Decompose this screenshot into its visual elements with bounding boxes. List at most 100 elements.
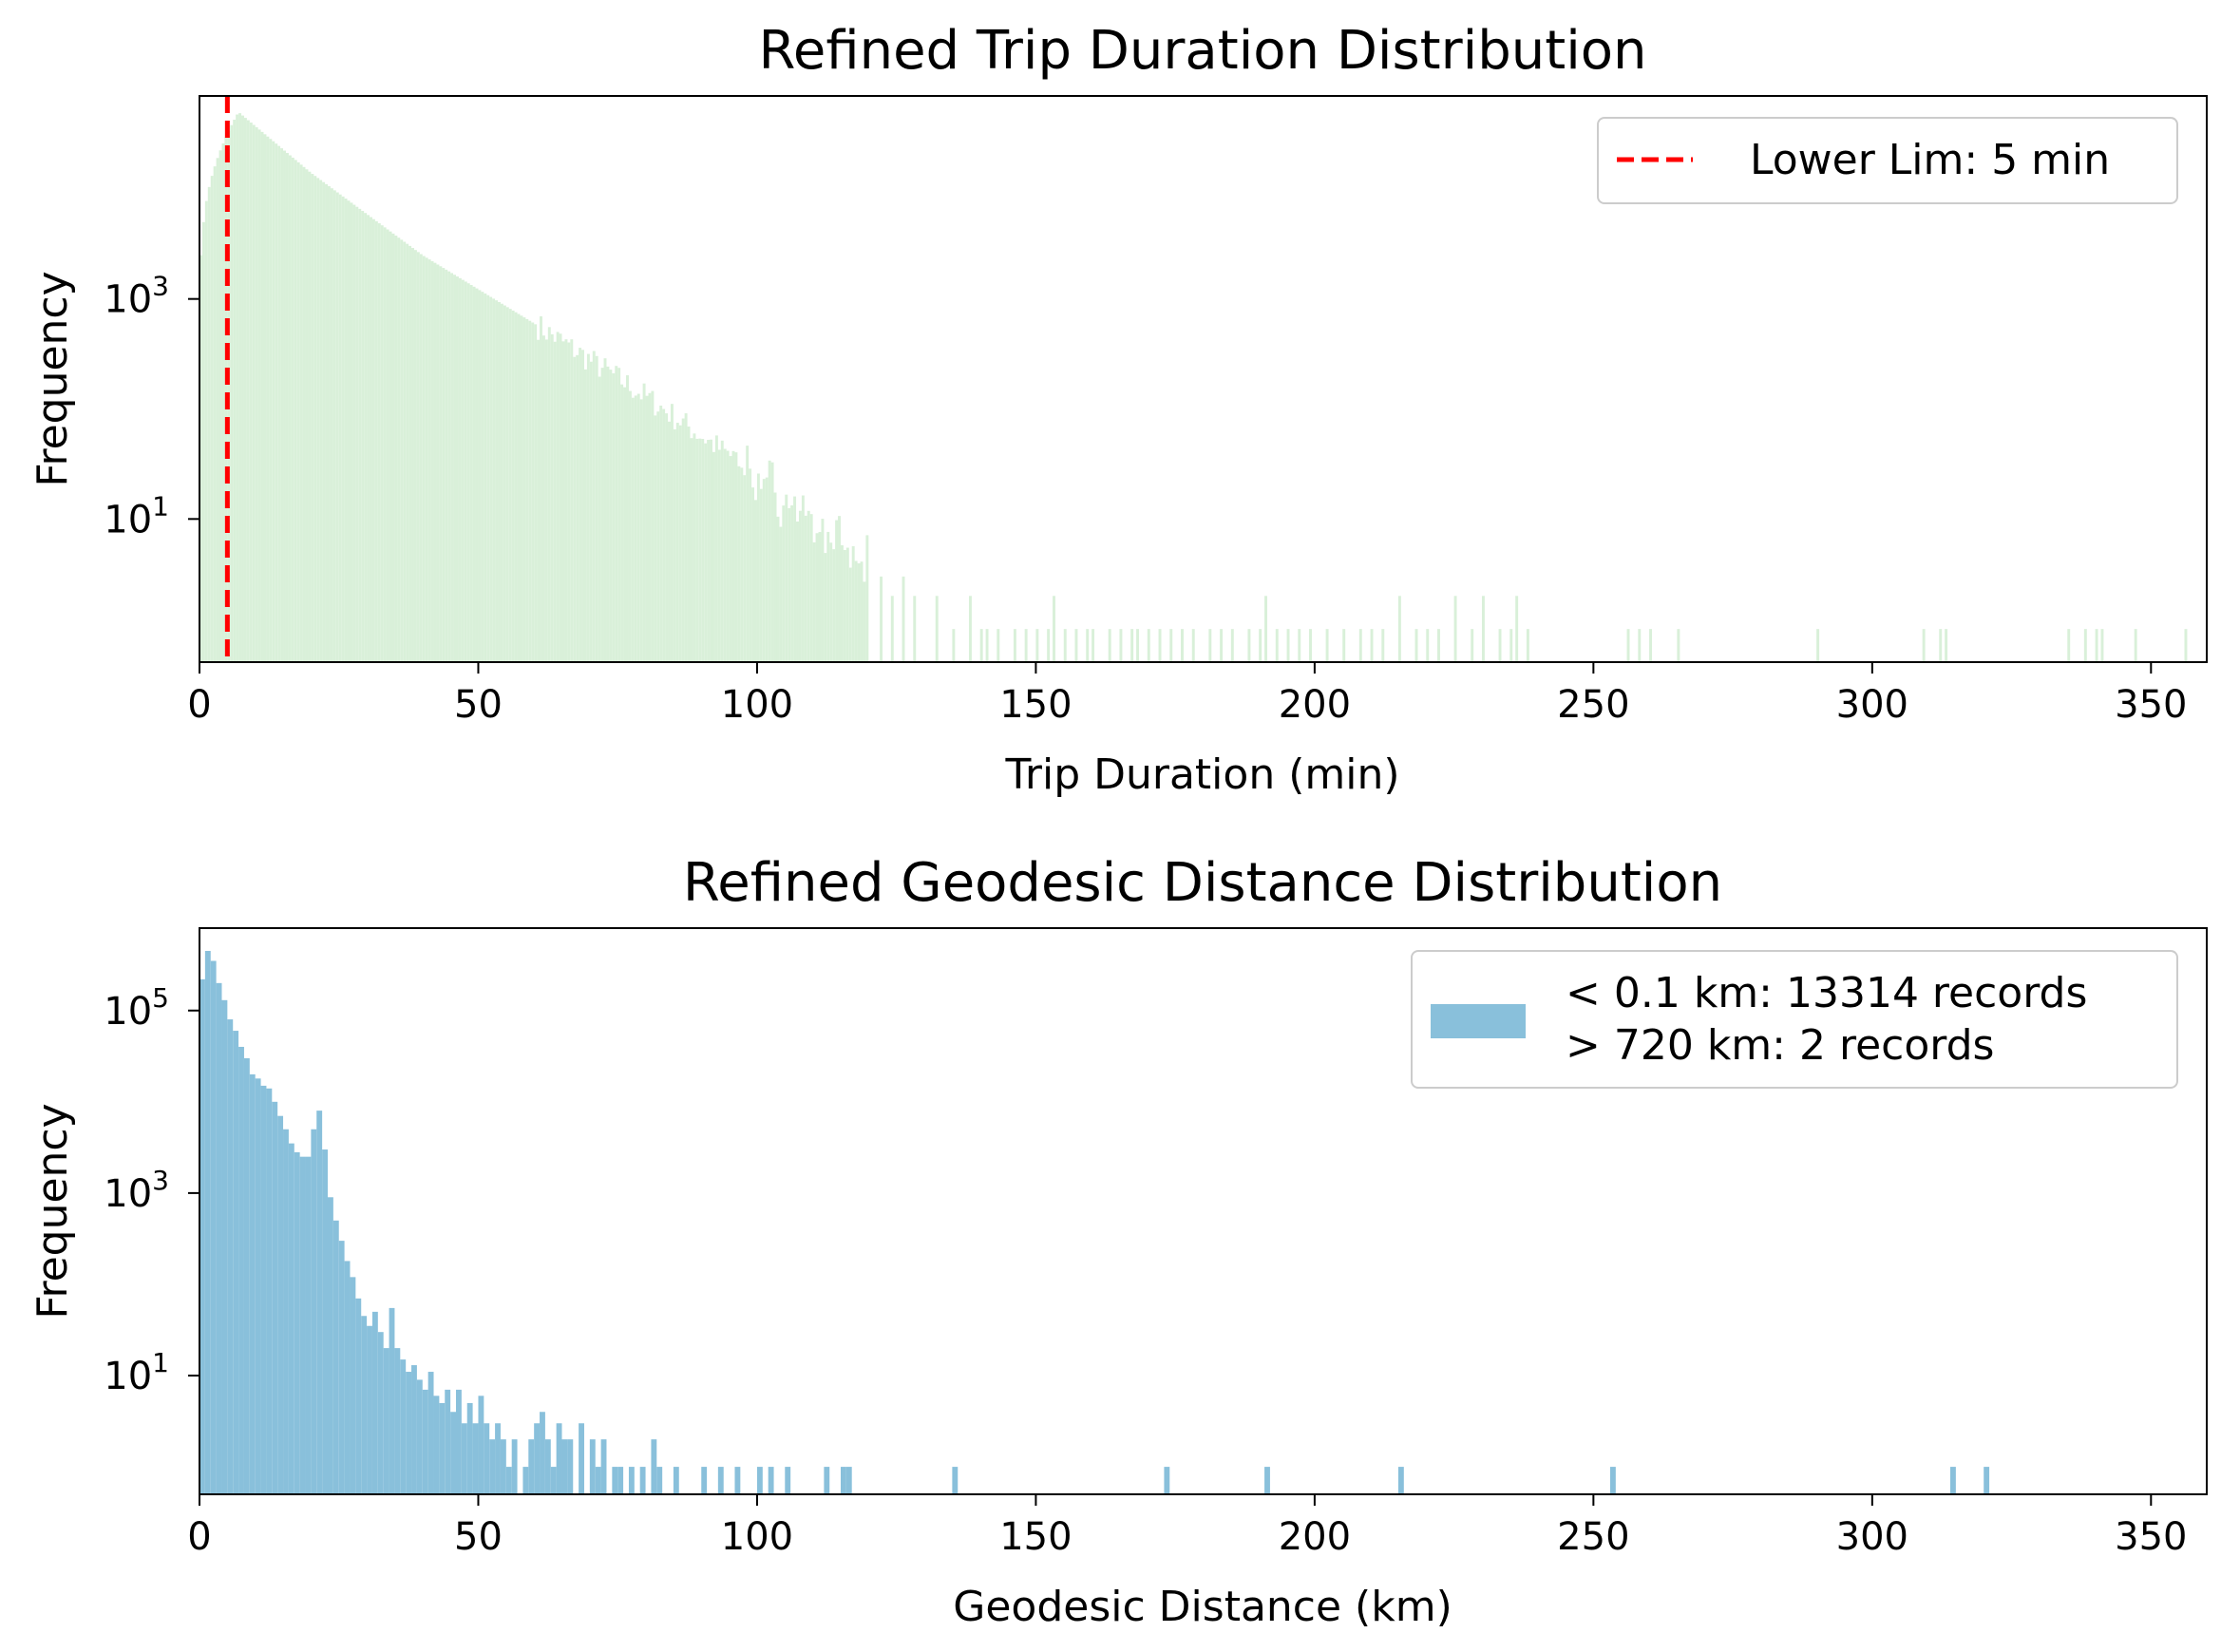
histogram-bar	[665, 413, 669, 662]
histogram-bar	[1298, 629, 1301, 662]
histogram-bar	[361, 1316, 368, 1494]
histogram-bar	[489, 296, 493, 662]
histogram-bar	[1013, 629, 1016, 662]
histogram-bar	[540, 1412, 545, 1494]
histogram-bar	[266, 1088, 273, 1494]
x-tick-label: 100	[721, 683, 793, 727]
histogram-bar	[1220, 629, 1224, 662]
histogram-bar	[1526, 629, 1529, 662]
histogram-bar	[255, 1078, 261, 1494]
histogram-bar	[829, 542, 833, 662]
histogram-bar	[277, 145, 281, 663]
histogram-bar	[534, 324, 538, 662]
histogram-bar	[263, 134, 267, 662]
histogram-bar	[734, 1467, 741, 1494]
histogram-bar	[863, 581, 866, 662]
y-tick-base: 10	[104, 278, 152, 322]
histogram-bar	[534, 1423, 541, 1494]
histogram-bar	[1515, 596, 1519, 662]
histogram-bar	[840, 544, 844, 662]
histogram-bar	[427, 1372, 434, 1494]
histogram-bar	[347, 200, 351, 662]
histogram-bar	[522, 317, 526, 662]
histogram-bar	[659, 405, 663, 662]
histogram-bar	[1453, 596, 1457, 662]
histogram-bar	[210, 960, 217, 1494]
histogram-bar	[355, 206, 359, 663]
histogram-bar	[1286, 629, 1290, 662]
histogram-bar	[1191, 629, 1195, 662]
histogram-bar	[712, 451, 715, 662]
histogram-bar	[283, 150, 286, 662]
histogram-bar	[785, 494, 788, 662]
histogram-bar	[600, 368, 604, 662]
histogram-bar	[600, 1439, 607, 1494]
histogram-bar	[199, 255, 202, 662]
histogram-bar	[216, 982, 222, 1494]
histogram-bar	[544, 339, 548, 662]
y-tick-base: 10	[104, 990, 152, 1034]
histogram-bar	[364, 213, 368, 662]
histogram-bar	[612, 372, 616, 662]
histogram-bar	[322, 181, 326, 662]
histogram-bar	[626, 375, 629, 662]
histogram-bar	[344, 199, 348, 663]
histogram-bar	[266, 136, 270, 662]
histogram-bar	[249, 1073, 256, 1494]
histogram-bar	[707, 440, 711, 662]
histogram-bar	[1922, 629, 1926, 662]
histogram-bar	[556, 332, 560, 662]
histogram-bar	[1230, 629, 1234, 662]
histogram-bar	[737, 465, 741, 662]
histogram-bar	[540, 316, 542, 662]
x-tick-label: 50	[454, 1515, 503, 1559]
histogram-bar	[436, 264, 440, 662]
histogram-bar	[233, 120, 237, 662]
histogram-bar	[422, 256, 426, 662]
histogram-bar	[230, 124, 234, 662]
histogram-bar	[845, 547, 849, 662]
histogram-bar	[1047, 629, 1051, 662]
histogram-bar	[790, 505, 794, 662]
histogram-bar	[358, 208, 362, 662]
histogram-bar	[528, 1439, 535, 1494]
histogram-bar	[411, 1365, 417, 1494]
histogram-bar	[838, 516, 841, 662]
histogram-bar	[1626, 629, 1630, 662]
geodesic-distance-title: Refined Geodesic Distance Distribution	[683, 852, 1722, 914]
histogram-bar	[710, 439, 712, 662]
histogram-bar	[288, 1143, 294, 1494]
histogram-bar	[815, 533, 819, 662]
trip-duration-axes-frame	[199, 95, 2208, 663]
histogram-bar	[840, 1467, 846, 1494]
histogram-bar	[478, 290, 482, 662]
histogram-bar	[238, 113, 242, 662]
histogram-bar	[935, 596, 939, 662]
histogram-bar	[311, 174, 314, 662]
histogram-bar	[489, 1439, 496, 1494]
histogram-bar	[690, 438, 693, 662]
histogram-bar	[537, 339, 541, 662]
histogram-bar	[442, 268, 446, 662]
y-tick-exponent: 1	[152, 490, 169, 522]
histogram-bar	[249, 123, 253, 662]
histogram-bar	[367, 215, 370, 663]
histogram-bar	[1437, 629, 1440, 662]
histogram-bar	[1074, 629, 1078, 662]
histogram-bar	[651, 1439, 657, 1494]
trip-duration-y-axis-label: Frequency	[28, 271, 77, 486]
histogram-bar	[687, 427, 691, 662]
histogram-bar	[511, 310, 515, 662]
histogram-bar	[1130, 629, 1134, 662]
y-tick-base: 10	[104, 1172, 152, 1216]
histogram-bar	[383, 1348, 389, 1494]
histogram-bar	[319, 180, 323, 662]
histogram-bar	[505, 1467, 512, 1494]
histogram-bar	[541, 335, 545, 662]
histogram-bar	[484, 293, 487, 662]
histogram-bar	[406, 243, 409, 662]
histogram-bar	[478, 1396, 484, 1494]
histogram-bar	[812, 541, 816, 662]
histogram-bar	[603, 358, 607, 662]
